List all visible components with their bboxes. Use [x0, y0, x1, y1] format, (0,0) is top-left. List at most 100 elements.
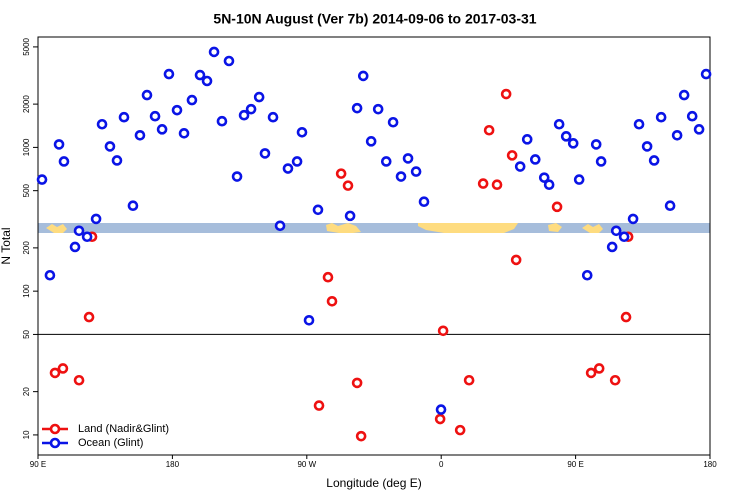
- point: [178, 128, 190, 139]
- point: [326, 296, 338, 307]
- point: [585, 367, 597, 379]
- point: [73, 225, 85, 237]
- point: [73, 374, 85, 386]
- point: [678, 89, 690, 101]
- point: [49, 367, 61, 379]
- map-strip: [38, 223, 710, 233]
- legend-label: Ocean (Glint): [78, 437, 143, 449]
- point: [463, 374, 475, 386]
- point: [291, 156, 303, 167]
- point: [618, 231, 630, 243]
- point: [593, 363, 605, 374]
- point: [514, 161, 526, 172]
- x-tick-label: 90 E: [30, 460, 46, 469]
- point: [365, 136, 377, 147]
- x-tick-label: 0: [439, 460, 444, 469]
- y-tick-label: 50: [22, 329, 31, 338]
- point: [387, 116, 399, 128]
- point: [149, 110, 161, 122]
- point: [313, 400, 325, 411]
- point: [590, 139, 602, 150]
- point: [267, 111, 279, 123]
- point: [372, 103, 384, 115]
- point: [134, 129, 146, 141]
- point: [296, 126, 308, 138]
- point: [36, 174, 48, 185]
- point: [163, 68, 175, 80]
- point: [581, 269, 593, 281]
- legend-label: Land (Nadir&Glint): [78, 423, 169, 435]
- legend-marker: [49, 437, 61, 449]
- point: [567, 138, 579, 149]
- point: [477, 178, 489, 189]
- point: [620, 311, 632, 323]
- point: [238, 109, 250, 121]
- point: [344, 210, 356, 222]
- y-axis-label: N Total: [0, 227, 13, 264]
- point: [500, 88, 512, 100]
- point: [551, 201, 563, 213]
- x-tick-label: 180: [703, 460, 717, 469]
- point: [282, 163, 294, 174]
- point: [410, 166, 422, 177]
- point: [171, 104, 183, 116]
- y-tick-label: 5000: [22, 37, 31, 55]
- point: [633, 118, 645, 130]
- y-tick-label: 500: [22, 183, 31, 197]
- y-tick-label: 2000: [22, 95, 31, 113]
- point: [529, 154, 541, 165]
- point: [510, 254, 522, 266]
- point: [664, 200, 676, 212]
- chart-title: 5N-10N August (Ver 7b) 2014-09-06 to 201…: [213, 11, 536, 27]
- point: [700, 68, 712, 80]
- point: [573, 174, 585, 185]
- x-tick-label: 90 E: [567, 460, 583, 469]
- point: [194, 69, 206, 81]
- point: [83, 311, 95, 323]
- x-axis-label: Longitude (deg E): [326, 476, 421, 490]
- point: [521, 134, 533, 145]
- legend-marker: [49, 423, 61, 435]
- point: [491, 179, 503, 191]
- point: [303, 315, 315, 326]
- point: [655, 111, 667, 123]
- point: [274, 220, 286, 232]
- point: [342, 180, 354, 191]
- point: [351, 377, 363, 389]
- point: [483, 124, 495, 136]
- point: [127, 200, 139, 212]
- y-tick-label: 200: [22, 241, 31, 255]
- point: [686, 110, 698, 122]
- x-tick-label: 90 W: [297, 460, 316, 469]
- point: [312, 204, 324, 216]
- plot-frame: [37, 36, 711, 456]
- y-tick-label: 1000: [22, 138, 31, 156]
- point: [355, 430, 367, 442]
- point: [253, 91, 265, 103]
- point: [186, 94, 198, 106]
- y-tick-label: 100: [22, 284, 31, 298]
- point: [118, 111, 130, 123]
- point: [96, 118, 108, 130]
- point: [201, 75, 213, 87]
- point: [418, 196, 430, 208]
- point: [437, 325, 449, 337]
- point: [223, 55, 235, 67]
- point: [553, 118, 565, 130]
- point: [156, 124, 168, 135]
- point: [506, 150, 518, 161]
- point: [357, 70, 369, 82]
- point: [231, 171, 243, 182]
- point: [627, 213, 639, 225]
- point: [44, 269, 56, 281]
- point: [141, 89, 153, 101]
- point: [395, 171, 407, 182]
- point: [69, 241, 81, 253]
- point: [104, 141, 116, 152]
- point: [259, 148, 271, 159]
- point: [454, 424, 466, 436]
- point: [111, 155, 123, 166]
- point: [53, 139, 65, 150]
- point: [543, 179, 555, 191]
- x-tick-label: 180: [166, 460, 180, 469]
